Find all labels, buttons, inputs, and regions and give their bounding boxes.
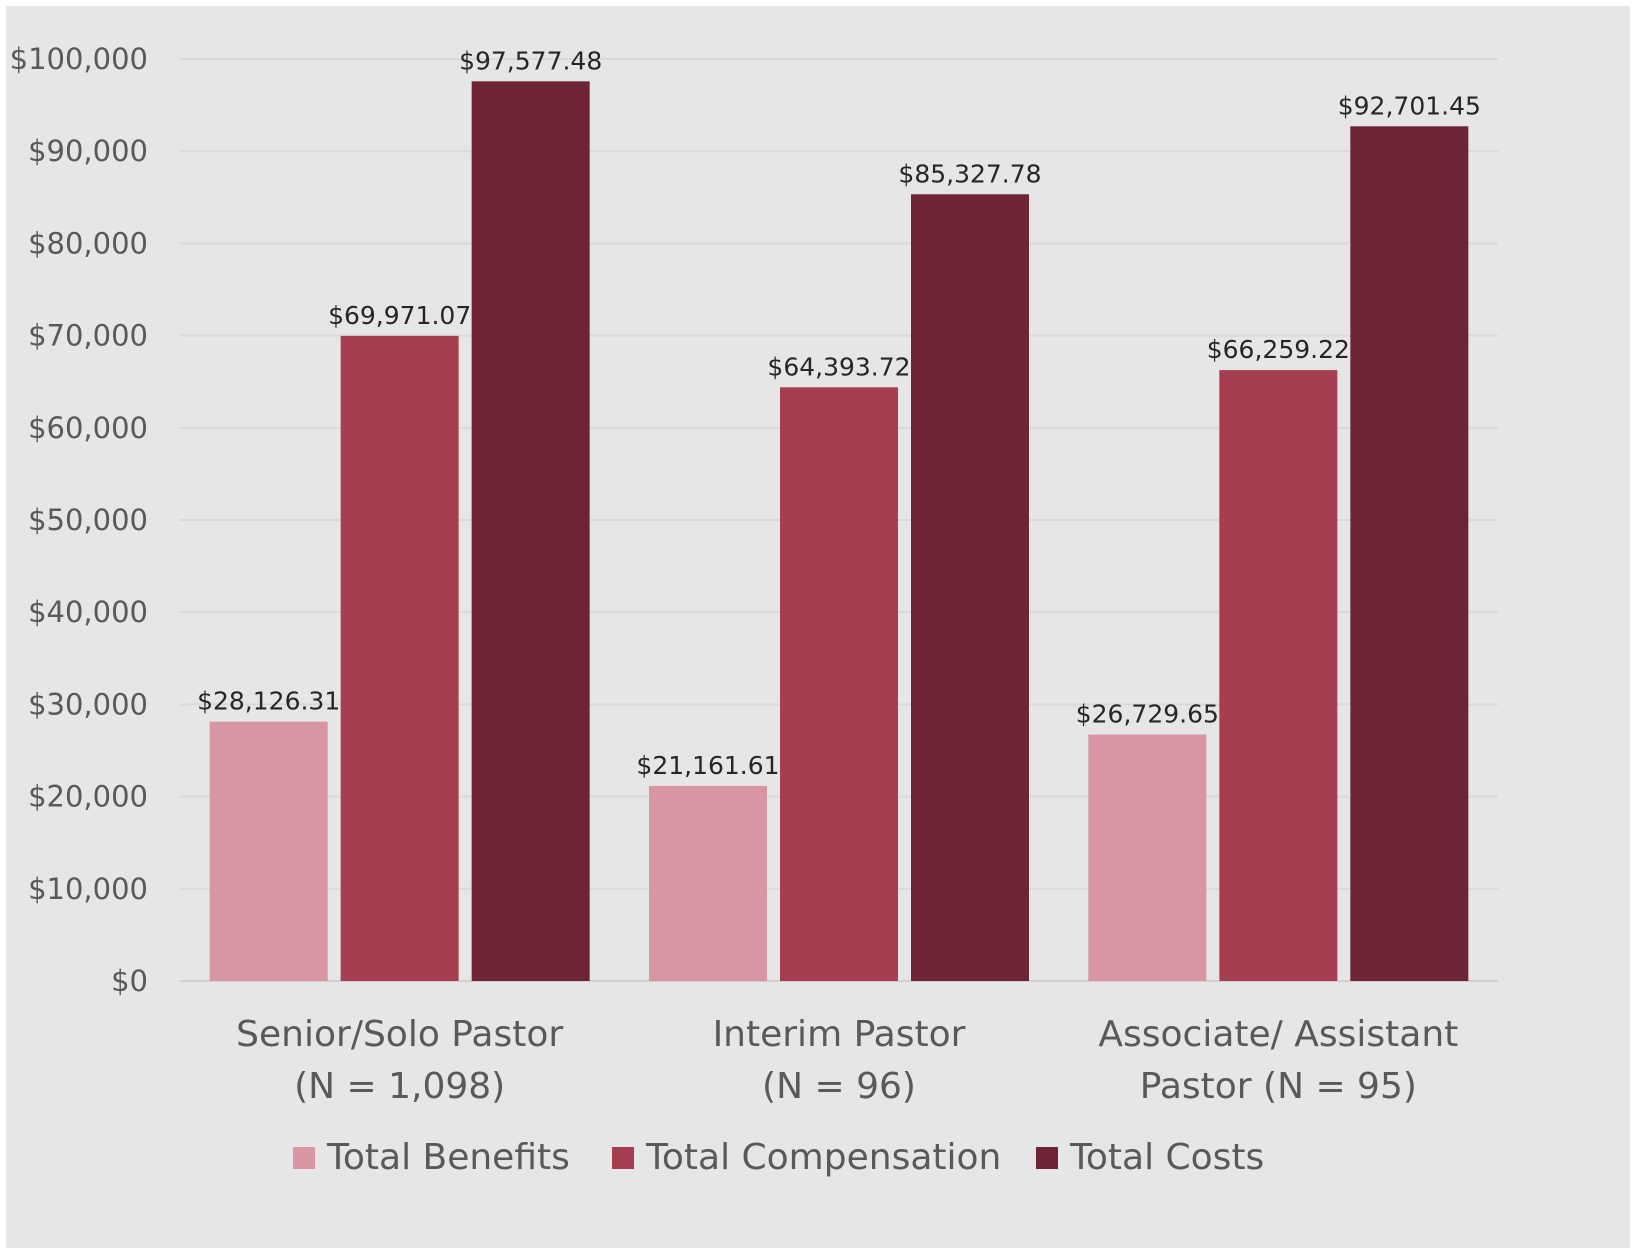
legend: Total Benefits Total Compensation Total Co… <box>293 1137 1264 1178</box>
y-tick-label: $20,000 <box>28 780 148 814</box>
category-label: Pastor (N = 95) <box>1140 1066 1417 1107</box>
data-label: $85,327.78 <box>898 159 1041 188</box>
chart-area: $0 $10,000 $20,000 $30,000 $40,000 $50,000 $60… <box>6 6 1630 1248</box>
category-label: Associate/ Assistant <box>1098 1014 1458 1055</box>
bars <box>209 81 1469 982</box>
legend-label: Total Compensation <box>645 1137 1001 1178</box>
y-axis-tick-labels: $0 $10,000 $20,000 $30,000 $40,000 $50,000 $60… <box>10 42 148 998</box>
legend-swatch <box>1036 1147 1058 1169</box>
x-axis-category-labels: Senior/Solo Pastor (N = 1,098) Interim Pas… <box>236 1014 1458 1107</box>
category-label: Interim Pastor <box>713 1014 966 1055</box>
bar <box>1088 734 1207 981</box>
bar <box>209 721 328 981</box>
y-tick-label: $0 <box>111 964 148 998</box>
bar <box>780 387 898 981</box>
legend-label: Total Costs <box>1069 1137 1264 1178</box>
y-tick-label: $30,000 <box>28 687 148 721</box>
category-label: Senior/Solo Pastor <box>236 1014 563 1055</box>
bar <box>1219 370 1338 982</box>
data-label: $21,161.61 <box>636 751 779 780</box>
bar <box>1350 126 1469 982</box>
data-label: $69,971.07 <box>328 301 471 330</box>
data-label: $26,729.65 <box>1076 700 1219 729</box>
data-label: $64,393.72 <box>767 352 910 381</box>
legend-swatch <box>293 1147 315 1169</box>
bar <box>911 194 1029 982</box>
data-labels: $28,126.31 $21,161.61 $26,729.65 $69,971.07… <box>197 46 1481 780</box>
data-label: $92,701.45 <box>1338 91 1481 120</box>
y-tick-label: $80,000 <box>28 226 148 260</box>
y-tick-label: $60,000 <box>28 411 148 445</box>
y-tick-label: $10,000 <box>28 872 148 906</box>
y-tick-label: $100,000 <box>10 42 148 76</box>
y-tick-label: $40,000 <box>28 595 148 629</box>
bar <box>340 335 459 982</box>
y-tick-label: $70,000 <box>28 319 148 353</box>
y-tick-label: $50,000 <box>28 503 148 537</box>
category-label: (N = 1,098) <box>294 1066 505 1107</box>
category-label: (N = 96) <box>762 1066 916 1107</box>
data-label: $28,126.31 <box>197 687 340 716</box>
bar <box>471 81 590 981</box>
y-tick-label: $90,000 <box>28 134 148 168</box>
bar-chart: $0 $10,000 $20,000 $30,000 $40,000 $50,000 $60… <box>10 42 1498 1178</box>
data-label: $97,577.48 <box>459 46 602 75</box>
legend-swatch <box>612 1147 634 1169</box>
legend-label: Total Benefits <box>326 1137 570 1178</box>
bar <box>649 785 767 981</box>
data-label: $66,259.22 <box>1207 335 1350 364</box>
